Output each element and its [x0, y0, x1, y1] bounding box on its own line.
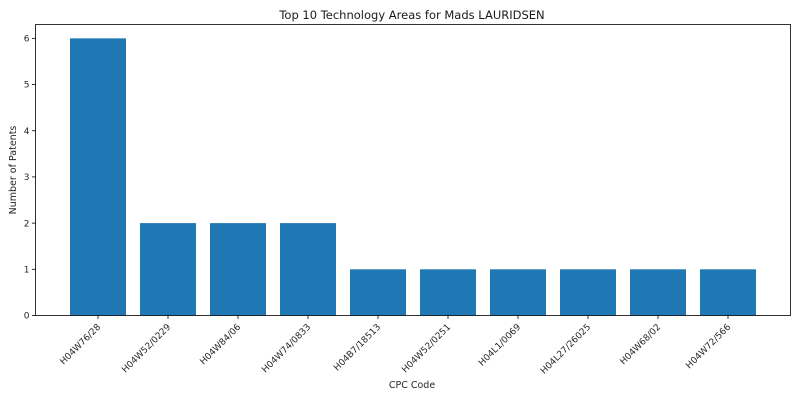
bar-H04B7/18513	[350, 269, 406, 315]
bar-H04L27/26025	[560, 269, 616, 315]
x-tick-label: H04W76/28	[59, 322, 104, 367]
bar-H04W52/0251	[420, 269, 476, 315]
bar-H04W84/06	[210, 223, 266, 315]
y-tick-label: 0	[24, 312, 30, 322]
x-axis-ticks: H04W76/28 H04W52/0229 H04W84/06 H04W74/0833…	[59, 316, 734, 377]
y-tick-label: 6	[24, 35, 30, 45]
x-tick-label: H04W72/566	[684, 322, 733, 371]
x-tick-label: H04W52/0229	[120, 322, 173, 375]
x-tick-label: H04W52/0251	[400, 323, 453, 376]
x-tick-label: H04W68/02	[619, 323, 664, 368]
chart-title: Top 10 Technology Areas for Mads LAURIDS…	[278, 8, 544, 22]
x-tick-label: H04L1/0069	[477, 322, 523, 368]
x-tick-label: H04W84/06	[199, 322, 244, 367]
x-tick-label: H04W74/0833	[260, 323, 313, 376]
bar-H04W72/566	[700, 269, 756, 315]
y-axis-label: Number of Patents	[8, 126, 19, 215]
y-axis-ticks: 0 1 2 3 4 5 6	[24, 35, 36, 322]
y-tick-label: 2	[24, 219, 30, 229]
bar-H04W76/28	[70, 38, 126, 315]
y-tick-label: 1	[24, 266, 30, 276]
bars-group	[70, 38, 756, 315]
bar-H04W68/02	[630, 269, 686, 315]
y-tick-label: 3	[24, 173, 30, 183]
x-tick-label: H04B7/18513	[332, 323, 383, 374]
x-axis-label: CPC Code	[389, 380, 435, 391]
bar-H04L1/0069	[490, 269, 546, 315]
y-tick-label: 4	[24, 127, 30, 137]
bar-H04W74/0833	[280, 223, 336, 315]
y-tick-label: 5	[24, 81, 30, 91]
x-tick-label: H04L27/26025	[539, 323, 593, 377]
bar-H04W52/0229	[140, 223, 196, 315]
